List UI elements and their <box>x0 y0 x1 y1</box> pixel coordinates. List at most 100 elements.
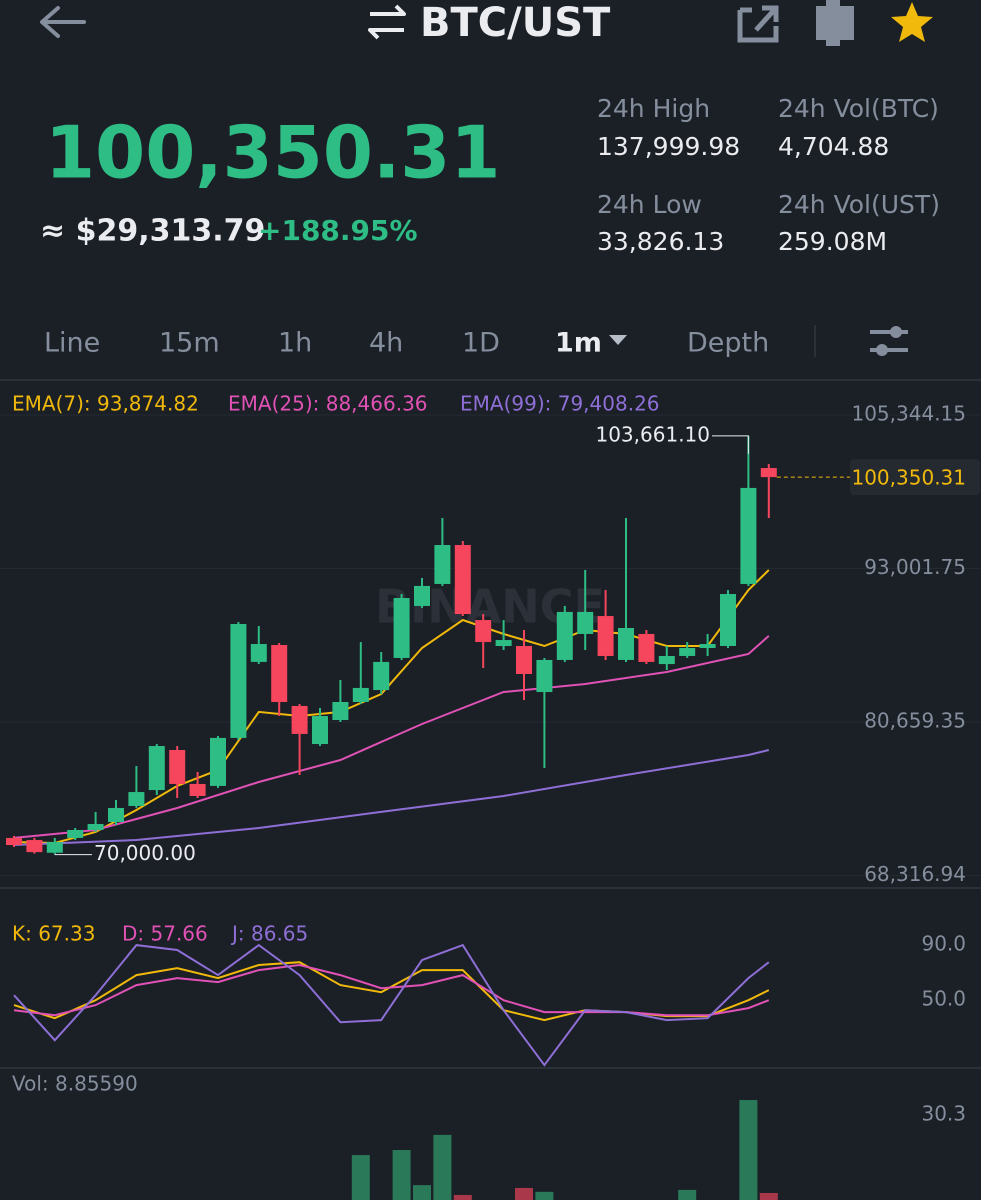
candle-body <box>271 645 288 702</box>
high-marker-label: 103,661.10 <box>595 422 710 446</box>
indicator-line <box>13 943 770 1067</box>
interval-tab[interactable]: Line <box>44 328 100 359</box>
candle-body <box>169 750 186 784</box>
candle-body <box>393 598 410 658</box>
share-button[interactable] <box>737 5 779 43</box>
candle-body <box>87 824 104 830</box>
split-icon-bar <box>826 0 840 46</box>
interval-tab[interactable]: 1D <box>462 328 500 359</box>
last-price-box <box>850 459 980 496</box>
low-marker-label: 70,000.00 <box>94 841 196 865</box>
volume-bar <box>515 1187 533 1200</box>
candle-body <box>373 661 390 691</box>
stat-label: 24h Low <box>597 190 702 219</box>
candle-body <box>6 837 22 846</box>
favorite-button[interactable] <box>891 2 933 42</box>
candle-body <box>128 792 145 806</box>
candle-body <box>760 468 777 478</box>
swap-button[interactable] <box>368 4 406 40</box>
share-icon <box>737 5 779 43</box>
y-tick-label: 80,659.35 <box>864 709 966 733</box>
candle-body <box>556 611 573 660</box>
last-price: 100,350.31 <box>45 111 500 195</box>
volume-bar <box>433 1134 452 1200</box>
stat-label: 24h Vol(BTC) <box>778 94 939 123</box>
candle-body <box>618 627 634 660</box>
y-tick-label: 93,001.75 <box>864 555 966 579</box>
candle-body <box>495 640 512 647</box>
settings-button[interactable] <box>870 326 908 356</box>
depth-tab[interactable]: Depth <box>687 328 769 359</box>
settings-knob <box>890 326 902 338</box>
candle-body <box>475 620 492 643</box>
candle-body <box>577 611 594 634</box>
stat-value: 4,704.88 <box>778 132 889 161</box>
interval-tab[interactable]: 15m <box>159 328 220 359</box>
candle-body <box>210 737 226 786</box>
volume-bar <box>678 1189 697 1200</box>
candle-body <box>352 687 369 702</box>
candle-body <box>46 842 63 853</box>
legend-entry: J: 86.65 <box>230 922 308 946</box>
stat-value: 259.08M <box>778 227 887 256</box>
indicator-line <box>13 635 770 839</box>
y-tick-label: 105,344.15 <box>851 401 966 425</box>
back-button[interactable] <box>40 6 86 38</box>
candle-body <box>597 616 614 656</box>
candle-body <box>332 701 349 721</box>
stat-label: 24h Vol(UST) <box>778 190 940 219</box>
pair-title[interactable]: BTC/UST <box>420 0 611 46</box>
split-icon-right <box>838 6 854 40</box>
star-icon <box>891 2 933 42</box>
candle-body <box>658 655 675 665</box>
volume-bar <box>392 1150 411 1200</box>
candle-body <box>536 659 553 693</box>
y-tick-label: 90.0 <box>921 932 966 956</box>
indicator-line <box>13 749 770 846</box>
candle-body <box>638 633 655 662</box>
candle-body <box>108 807 124 823</box>
high-marker-line <box>712 435 749 454</box>
stat-label: 24h High <box>597 94 710 123</box>
indicator-line <box>13 963 770 1017</box>
candle-body <box>291 705 308 734</box>
volume-label: Vol: 8.85590 <box>12 1072 138 1096</box>
interval-tab[interactable]: 1h <box>278 328 312 359</box>
candle-body <box>434 545 451 584</box>
volume-bar <box>351 1155 370 1200</box>
back-icon <box>40 6 86 38</box>
volume-bar <box>535 1191 554 1200</box>
last-price-label: 100,350.31 <box>851 466 966 490</box>
y-tick-label: 50.0 <box>921 987 966 1011</box>
candle-body <box>740 487 757 584</box>
stat-value: 137,999.98 <box>597 132 740 161</box>
interval-tab[interactable]: 4h <box>369 328 403 359</box>
candle-body <box>679 648 696 656</box>
interval-tab-active[interactable]: 1m <box>555 328 602 359</box>
volume-bar <box>759 1192 778 1200</box>
candle-body <box>414 585 430 606</box>
split-button[interactable] <box>816 0 854 46</box>
candle-body <box>67 829 84 838</box>
volume-bar <box>413 1185 431 1200</box>
legend-entry: EMA(99): 79,408.26 <box>460 392 660 416</box>
swap-icon <box>368 4 406 40</box>
candle-body <box>230 624 247 738</box>
fiat-price: ≈ $29,313.79 <box>40 214 265 249</box>
candle-body <box>516 646 532 675</box>
candle-body <box>699 644 716 649</box>
price-change: +188.95% <box>258 214 418 247</box>
y-tick-label: 30.3 <box>921 1101 966 1125</box>
legend-entry: D: 57.66 <box>122 922 208 946</box>
volume-bar <box>453 1194 472 1200</box>
legend-entry: EMA(25): 88,466.36 <box>228 392 428 416</box>
candle-body <box>720 594 736 647</box>
candle-body <box>454 545 471 615</box>
dropdown-arrow[interactable] <box>609 335 627 345</box>
candle-body <box>26 840 43 853</box>
chart-layer: 105,344.15 93,001.75 80,659.35 68,316.94 EMA… <box>0 392 981 1200</box>
candle-body <box>250 644 267 662</box>
legend-entry: EMA(7): 93,874.82 <box>12 392 199 416</box>
y-tick-label: 68,316.94 <box>864 862 966 886</box>
